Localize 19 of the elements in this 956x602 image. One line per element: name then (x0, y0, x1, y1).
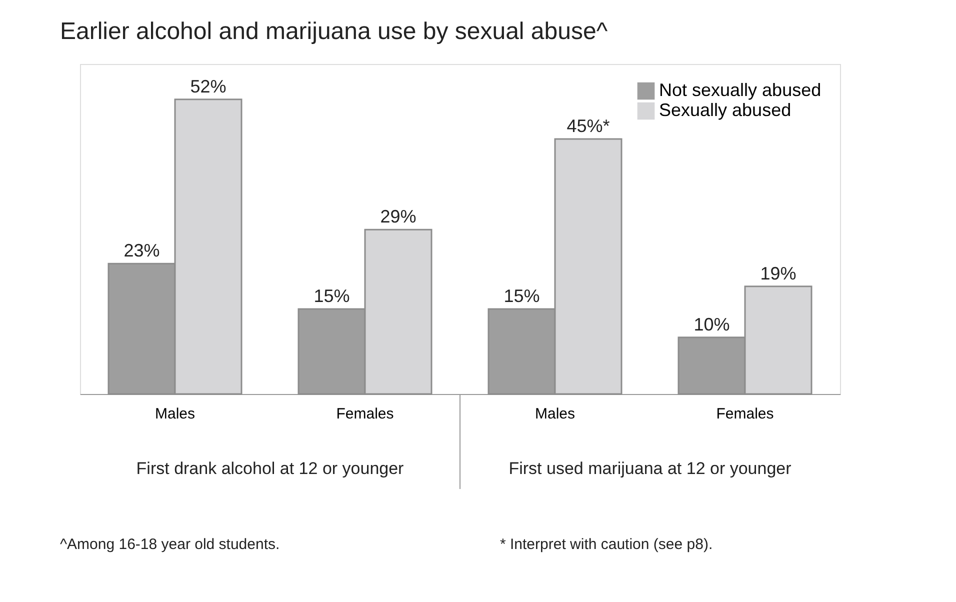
text: First used marijuana at 12 or younger (508, 459, 792, 478)
data-label: 29% (380, 206, 416, 227)
x-tick-label: Females (716, 406, 774, 422)
data-label: 15% (504, 286, 540, 306)
chart-title: Earlier alcohol and marijuana use by sexual abuse^ (60, 18, 608, 45)
legend-label: Not sexually abused (659, 80, 822, 100)
data-label: 45%* (566, 116, 610, 136)
text: First drank alcohol at 12 or younger (136, 459, 404, 478)
x-tick-label: Males (534, 406, 576, 422)
legend-label: Sexually abused (659, 100, 792, 120)
data-label: 19% (760, 263, 796, 284)
data-label: 15% (314, 286, 350, 306)
text: ^Among 16-18 year old students. (60, 536, 280, 553)
x-tick-label: Females (336, 406, 394, 422)
data-label: 10% (694, 314, 730, 334)
text: * Interpret with caution (see p8). (500, 536, 713, 553)
x-tick-label: Males (154, 406, 196, 422)
data-label: 52% (190, 76, 226, 96)
data-label: 23% (124, 240, 160, 261)
